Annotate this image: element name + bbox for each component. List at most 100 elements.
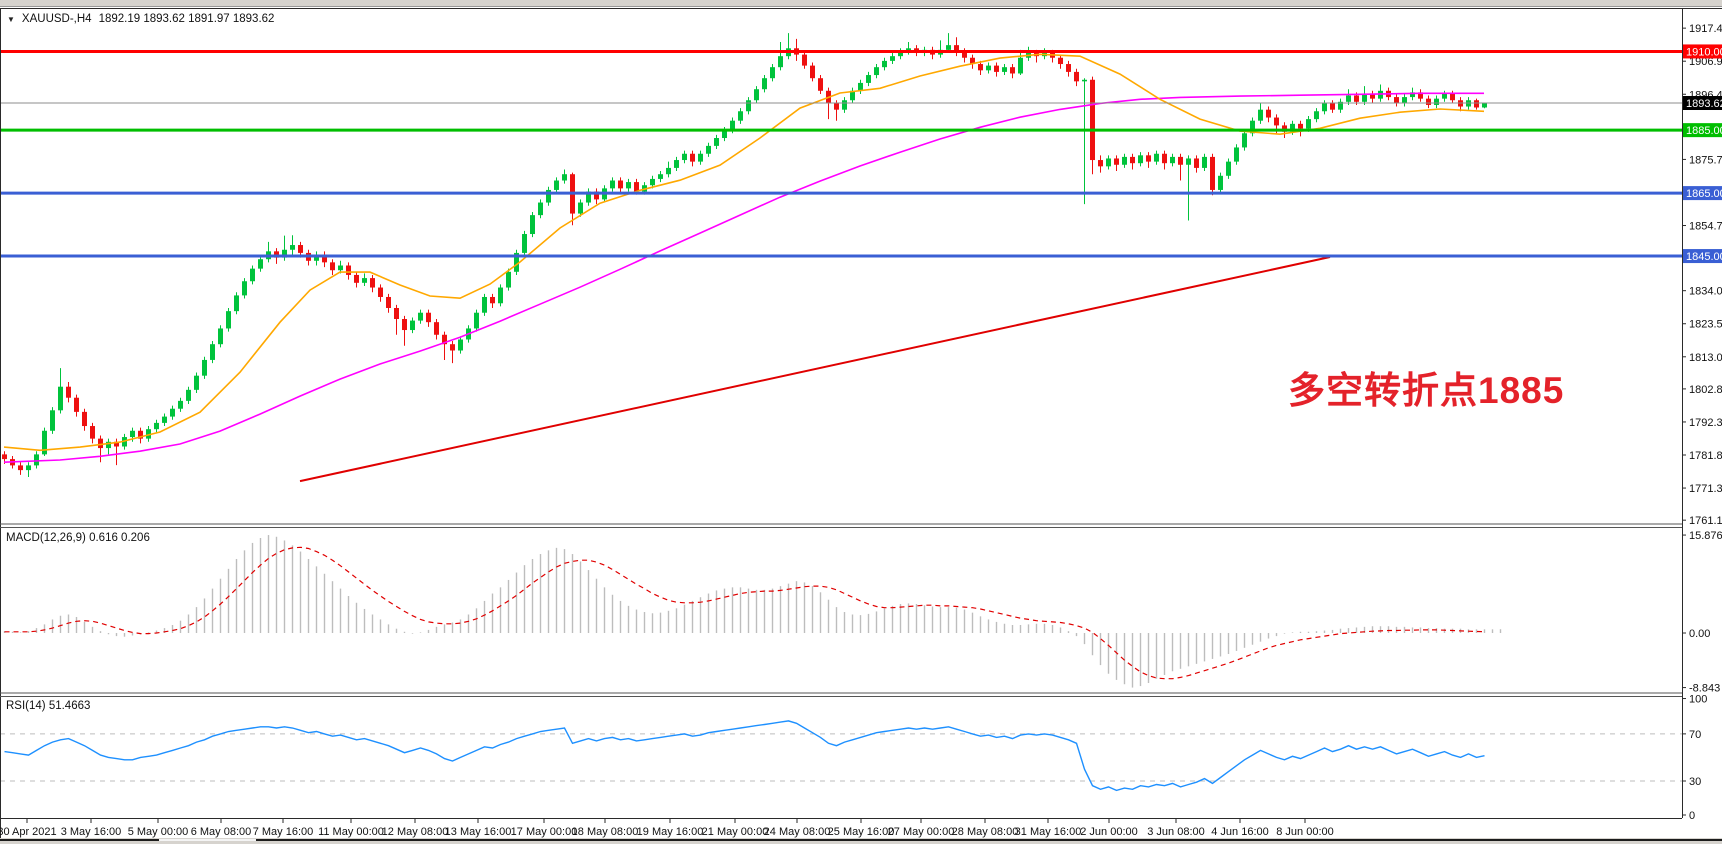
price-axis[interactable]: [1682, 8, 1722, 818]
candle-body: [850, 90, 855, 101]
candle-body: [1426, 98, 1431, 105]
time-axis-label: 17 May 00:00: [511, 826, 578, 838]
price-level-label: 1865.00: [1686, 188, 1722, 200]
candle-body: [274, 251, 279, 258]
candle-body: [514, 252, 519, 272]
candle-body: [498, 287, 503, 304]
candle-body: [882, 60, 887, 68]
candle-body: [1194, 158, 1199, 168]
price-tick-label: 1906.90: [1689, 56, 1722, 68]
candle-body: [354, 274, 359, 283]
candle-body: [866, 75, 871, 83]
candle-body: [434, 322, 439, 335]
candle-body: [482, 296, 487, 313]
candle-body: [994, 65, 999, 72]
candle-body: [1106, 158, 1111, 167]
candle-body: [178, 400, 183, 409]
chart-annotation-text: 多空转折点1885: [1288, 370, 1565, 411]
candle-body: [1266, 109, 1271, 118]
candle-body: [330, 262, 335, 271]
candle-body: [1098, 160, 1103, 167]
price-level-label-bg: [1683, 123, 1722, 138]
candle-body: [346, 265, 351, 275]
candle-body: [1362, 93, 1367, 102]
candle-body: [194, 375, 199, 390]
rsi-tick-label: 70: [1689, 729, 1701, 741]
price-level-label: 1845.00: [1686, 251, 1722, 263]
chart-background: [0, 7, 1722, 838]
candle-body: [1146, 155, 1151, 162]
time-axis-label: 8 Jun 00:00: [1276, 826, 1334, 838]
candle-body: [1058, 57, 1063, 65]
candle-body: [90, 426, 95, 439]
candle-body: [1002, 67, 1007, 72]
candle-body: [418, 312, 423, 321]
candle-body: [1282, 125, 1287, 132]
time-axis-label: 4 Jun 16:00: [1211, 826, 1269, 838]
price-tick-label: 1823.50: [1689, 319, 1722, 331]
candle-body: [298, 245, 303, 253]
candle-body: [1074, 71, 1079, 82]
candle-body: [402, 319, 407, 331]
candle-body: [1314, 111, 1319, 120]
time-axis-label: 7 May 16:00: [253, 826, 314, 838]
candle-body: [1290, 123, 1295, 132]
candle-body: [1178, 156, 1183, 165]
candle-body: [138, 430, 143, 439]
candle-body: [834, 103, 839, 110]
price-tick-label: 1761.10: [1689, 515, 1722, 527]
candle-body: [18, 465, 23, 471]
trendline[interactable]: [299, 256, 1331, 483]
candle-body: [322, 254, 327, 263]
candle-body: [986, 65, 991, 71]
candle-body: [1370, 93, 1375, 99]
candle-body: [442, 334, 447, 345]
time-axis[interactable]: [0, 818, 1682, 838]
candle-body: [1298, 123, 1303, 129]
candle-body: [474, 312, 479, 329]
price-level-label: 1885.00: [1686, 125, 1722, 137]
candle-body: [242, 281, 247, 296]
price-tick-label: 1771.30: [1689, 483, 1722, 495]
time-axis-label: 5 May 00:00: [128, 826, 189, 838]
candle-body: [378, 287, 383, 297]
candle-body: [586, 191, 591, 203]
candle-body: [1082, 79, 1087, 82]
candle-body: [754, 89, 759, 101]
candle-body: [1226, 161, 1231, 176]
price-tick-label: 1834.00: [1689, 286, 1722, 298]
bid-price-label-bg: [1683, 96, 1722, 111]
candle-body: [234, 295, 239, 312]
candle-body: [370, 278, 375, 288]
candle-body: [530, 215, 535, 235]
symbol-dropdown-icon[interactable]: ▼: [7, 14, 15, 24]
time-axis-label: 27 May 00:00: [888, 826, 955, 838]
tab-strip-segment: [0, 839, 159, 841]
candle-body: [762, 78, 767, 90]
candle-body: [410, 320, 415, 331]
candle-body: [906, 48, 911, 52]
candle-body: [802, 54, 807, 66]
time-axis-label: 31 May 16:00: [1015, 826, 1082, 838]
candle-body: [218, 328, 223, 345]
candle-body: [34, 454, 39, 466]
candle-body: [1114, 158, 1119, 165]
candle-body: [634, 182, 639, 192]
macd-signal-line: [4, 546, 1485, 680]
bottom-tab-strip[interactable]: [0, 838, 1722, 844]
candle-body: [1154, 153, 1159, 162]
candle-body: [594, 191, 599, 200]
candle-body: [42, 430, 47, 455]
candle-body: [1442, 93, 1447, 99]
price-tick-label: 1813.00: [1689, 352, 1722, 364]
candle-body: [890, 56, 895, 61]
candle-body: [1394, 97, 1399, 104]
candle-body: [338, 265, 343, 271]
price-level-label-bg: [1683, 44, 1722, 59]
candle-body: [1354, 95, 1359, 102]
candle-body: [106, 441, 111, 449]
time-axis-label: 6 May 08:00: [191, 826, 252, 838]
candle-body: [426, 312, 431, 323]
